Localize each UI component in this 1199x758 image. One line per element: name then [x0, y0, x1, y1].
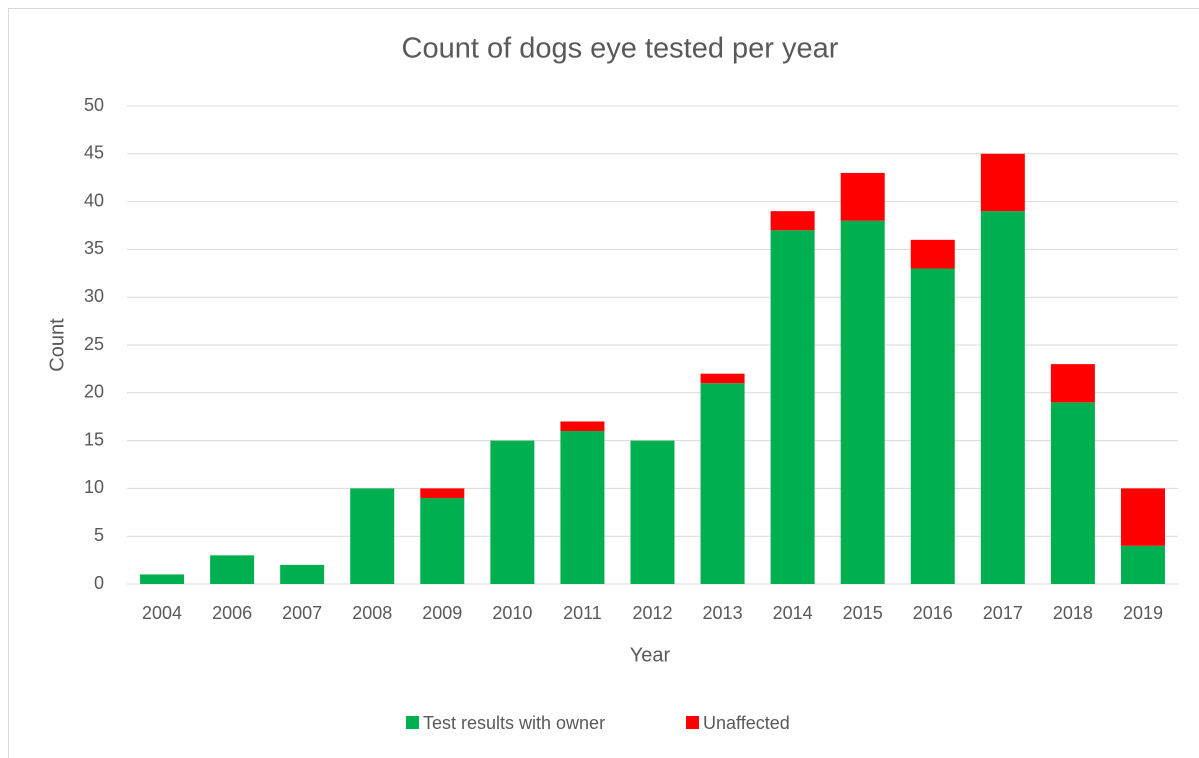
- bar-segment: [980, 153, 1025, 212]
- bar-segment: [910, 268, 955, 584]
- y-tick-label: 50: [84, 95, 104, 115]
- y-tick-label: 20: [84, 382, 104, 402]
- bar-segment: [1050, 364, 1095, 403]
- legend-label: Unaffected: [703, 713, 790, 733]
- x-tick-label: 2015: [843, 603, 883, 623]
- x-tick-label: 2012: [632, 603, 672, 623]
- legend-label: Test results with owner: [423, 713, 605, 733]
- bar-segment: [700, 373, 745, 384]
- x-tick-label: 2017: [983, 603, 1023, 623]
- y-tick-label: 35: [84, 238, 104, 258]
- bar-segment: [280, 564, 325, 584]
- bar-segment: [770, 230, 815, 584]
- x-tick-label: 2018: [1053, 603, 1093, 623]
- bar-segment: [1050, 402, 1095, 584]
- bar-segment: [350, 488, 395, 584]
- bar-segment: [560, 431, 605, 584]
- x-tick-label: 2014: [773, 603, 813, 623]
- bar-segment: [210, 555, 255, 584]
- bar-segment: [700, 383, 745, 584]
- y-tick-label: 5: [94, 525, 104, 545]
- x-tick-label: 2010: [492, 603, 532, 623]
- bar-segment: [980, 211, 1025, 584]
- y-tick-label: 40: [84, 190, 104, 210]
- bar-segment: [420, 488, 465, 498]
- bar-segment: [560, 421, 605, 432]
- bar-segment: [770, 211, 815, 231]
- x-tick-label: 2004: [142, 603, 182, 623]
- x-tick-label: 2019: [1123, 603, 1163, 623]
- x-tick-label: 2011: [563, 603, 602, 623]
- y-tick-label: 25: [84, 334, 104, 354]
- x-tick-label: 2008: [352, 603, 392, 623]
- y-tick-label: 10: [84, 477, 104, 497]
- y-tick-label: 30: [84, 286, 104, 306]
- y-axis-label: Count: [46, 318, 68, 372]
- bar-segment: [840, 172, 885, 221]
- legend-swatch: [406, 716, 419, 729]
- y-tick-label: 15: [84, 429, 104, 449]
- bar-segment: [1120, 488, 1165, 546]
- x-tick-label: 2013: [703, 603, 743, 623]
- bar-segment: [840, 220, 885, 584]
- chart-title: Count of dogs eye tested per year: [402, 33, 839, 65]
- bar-segment: [490, 440, 535, 584]
- x-tick-label: 2007: [282, 603, 322, 623]
- x-tick-label: 2016: [913, 603, 953, 623]
- legend-swatch: [686, 716, 699, 729]
- bar-segment: [420, 497, 465, 584]
- y-tick-label: 45: [84, 143, 104, 163]
- x-tick-label: 2009: [422, 603, 462, 623]
- y-tick-label: 0: [94, 573, 104, 593]
- x-axis-label: Year: [630, 644, 671, 666]
- x-tick-label: 2006: [212, 603, 252, 623]
- bar-segment: [910, 239, 955, 269]
- bar-segment: [630, 440, 675, 584]
- bar-segment: [1120, 545, 1165, 584]
- bar-segment: [140, 574, 185, 584]
